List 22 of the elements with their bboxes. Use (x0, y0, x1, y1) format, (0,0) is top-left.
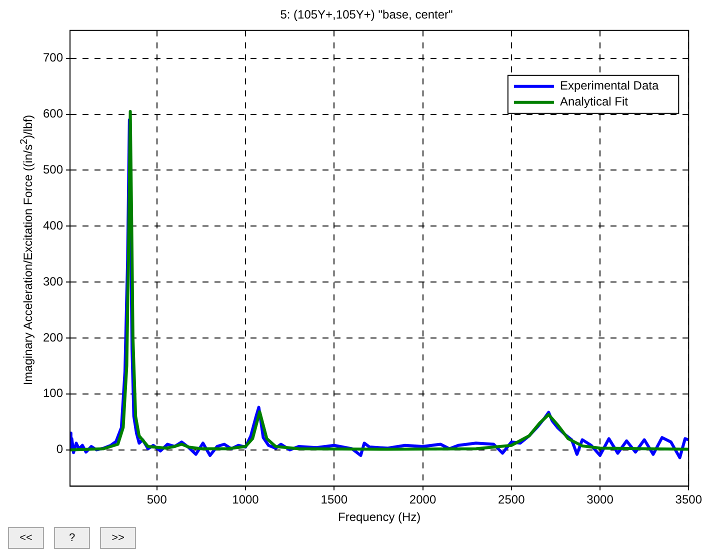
x-tick-label: 3000 (586, 492, 614, 507)
chart-title: 5: (105Y+,105Y+) "base, center" (280, 8, 453, 22)
text: ? (54, 527, 90, 549)
y-tick-label: 0 (56, 442, 64, 456)
x-tick-label: 2000 (409, 492, 436, 507)
x-tick-label: 1500 (320, 492, 348, 507)
x-tick-label: 500 (146, 492, 168, 507)
y-tick-label: 700 (42, 50, 64, 65)
text: >> (100, 527, 136, 549)
y-tick-label: 400 (42, 218, 64, 232)
x-tick-label: 2500 (498, 492, 526, 507)
y-tick-label: 600 (42, 106, 64, 121)
y-tick-label: 200 (42, 330, 64, 344)
text: << (8, 527, 44, 549)
y-tick-label: 500 (42, 162, 64, 177)
legend-label: Experimental Data (560, 78, 659, 93)
legend-label: Analytical Fit (560, 94, 629, 109)
x-tick-label: 1000 (232, 492, 260, 507)
y-tick-label: 300 (42, 274, 64, 288)
x-tick-label: 3500 (675, 492, 702, 507)
y-tick-label: 100 (42, 386, 64, 400)
x-axis-title: Frequency (Hz) (338, 510, 421, 524)
